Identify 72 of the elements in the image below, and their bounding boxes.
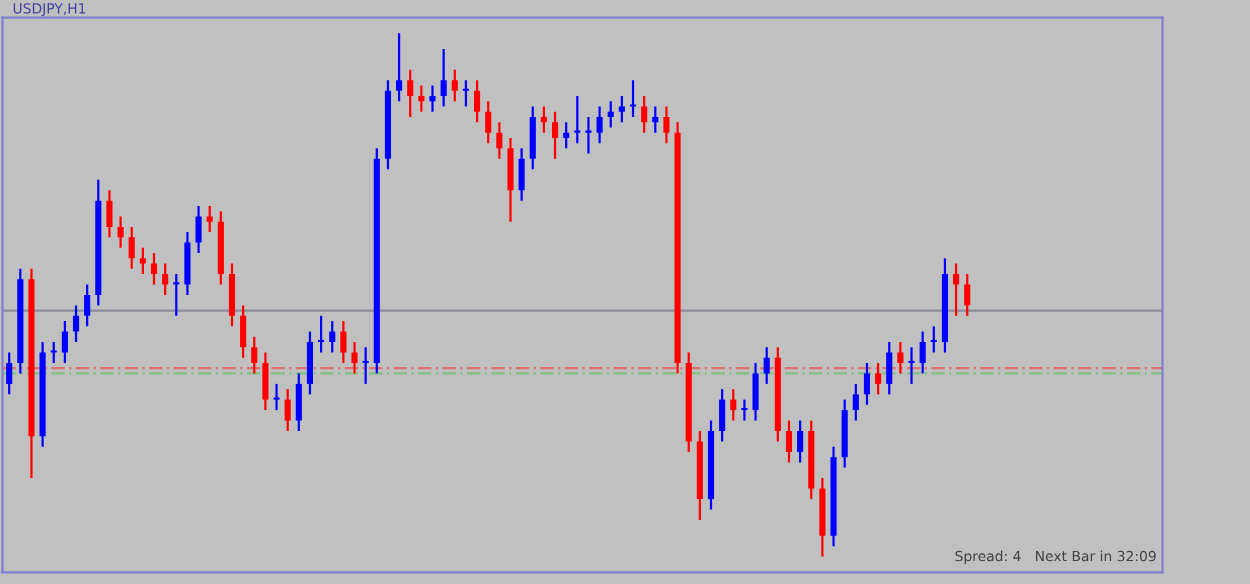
candlestick	[407, 68, 414, 119]
candlestick	[819, 477, 826, 558]
candlestick	[106, 189, 113, 239]
candlestick	[329, 319, 336, 354]
candlestick	[730, 388, 737, 422]
candlestick	[206, 204, 213, 234]
candlestick	[396, 32, 403, 103]
candlestick	[641, 94, 648, 134]
candlestick	[618, 94, 625, 124]
candlestick	[585, 115, 592, 155]
candlestick	[306, 330, 314, 396]
candlestick	[173, 272, 180, 317]
candlestick	[507, 136, 514, 223]
candlestick	[763, 346, 770, 386]
candlestick	[6, 351, 13, 396]
candlestick	[741, 398, 748, 422]
candlestick	[518, 147, 525, 202]
candlestick	[362, 346, 369, 386]
candlestick	[72, 304, 80, 344]
candlestick	[117, 215, 124, 249]
candlestick	[228, 262, 236, 328]
candlestick	[84, 283, 91, 328]
candlestick	[295, 372, 302, 433]
candlestick	[797, 419, 804, 464]
candlestick	[474, 79, 481, 124]
candlestick	[563, 121, 570, 150]
candlestick	[752, 361, 759, 422]
candlestick	[540, 105, 547, 134]
candlestick	[284, 388, 291, 433]
candlestick	[785, 419, 793, 464]
candlestick	[273, 382, 280, 412]
candlestick	[318, 314, 325, 354]
candlestick	[953, 262, 960, 317]
candlestick	[930, 325, 937, 354]
candlestick	[663, 105, 670, 145]
candlestick	[128, 225, 135, 270]
candlestick	[251, 335, 258, 375]
candlestick	[184, 231, 191, 297]
candlestick	[351, 340, 358, 375]
candlestick	[462, 79, 469, 108]
candlestick	[440, 47, 447, 108]
candlestick	[162, 262, 169, 297]
candlestick	[875, 361, 882, 396]
candlestick	[195, 204, 202, 255]
candlestick	[863, 361, 871, 406]
candlestick	[485, 100, 492, 145]
candlestick	[496, 121, 503, 160]
candlestick	[607, 100, 614, 129]
candlestick	[886, 340, 893, 396]
candlestick	[418, 84, 425, 113]
candlestick	[262, 351, 269, 412]
candlestick	[61, 319, 68, 365]
candlestick	[574, 94, 581, 145]
candlestick	[429, 84, 436, 113]
candlestick	[897, 340, 904, 375]
candlestick	[652, 105, 659, 134]
candlestick	[340, 319, 347, 365]
candlestick	[50, 340, 57, 365]
candlestick	[451, 68, 458, 103]
candlestick	[529, 105, 536, 171]
candlestick	[719, 388, 726, 443]
candlestick	[240, 304, 247, 359]
candlestick	[908, 346, 915, 386]
candlestick	[150, 251, 158, 286]
candlestick	[596, 105, 603, 145]
candlestick	[919, 330, 926, 375]
candlestick	[964, 272, 971, 317]
candlestick	[139, 246, 146, 276]
candlestick	[852, 382, 859, 422]
candlestick	[551, 110, 559, 160]
candlestick	[629, 79, 637, 119]
candlestick	[841, 398, 848, 469]
